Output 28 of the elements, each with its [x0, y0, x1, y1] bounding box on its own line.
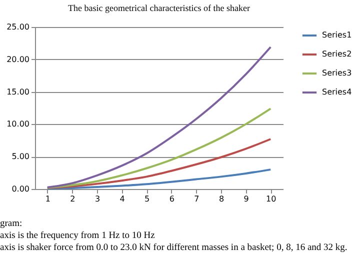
x-tick-label: 6	[169, 194, 174, 204]
y-tick-label: 5.00	[12, 152, 30, 162]
x-tick-label: 10	[266, 194, 276, 204]
legend-label: Series1	[322, 30, 352, 40]
y-tick-label: 15.00	[6, 87, 30, 96]
x-tick-label: 1	[45, 194, 50, 204]
x-tick-label: 9	[244, 194, 249, 204]
x-tick-label: 5	[144, 194, 150, 204]
x-tick-label: 2	[70, 194, 76, 204]
line-series	[46, 138, 272, 190]
line-series	[46, 46, 272, 188]
line-series	[46, 168, 272, 190]
text: gram:	[0, 218, 24, 230]
y-tick-label: 25.00	[6, 22, 30, 32]
legend-label: Series3	[322, 68, 352, 78]
text: axis is shaker force from 0.0 to 23.0 kN for different masses in a basket; 0, 8, 16 and 32 kg.	[0, 242, 348, 254]
y-tick-label: 10.00	[6, 120, 30, 129]
x-tick-label: 3	[94, 194, 100, 204]
text: axis is the frequency from 1 Hz to 10 Hz	[0, 230, 156, 242]
chart-title: The basic geometrical characteristics of the shaker	[68, 3, 250, 13]
x-tick-label: 7	[194, 194, 200, 204]
y-tick-label: 20.00	[6, 54, 30, 64]
x-tick-label: 8	[218, 194, 224, 204]
y-tick-label: 0.00	[12, 184, 30, 194]
legend-label: Series2	[322, 50, 352, 58]
legend-label: Series4	[322, 88, 352, 96]
x-tick-label: 4	[120, 194, 125, 204]
line-series	[46, 108, 272, 189]
